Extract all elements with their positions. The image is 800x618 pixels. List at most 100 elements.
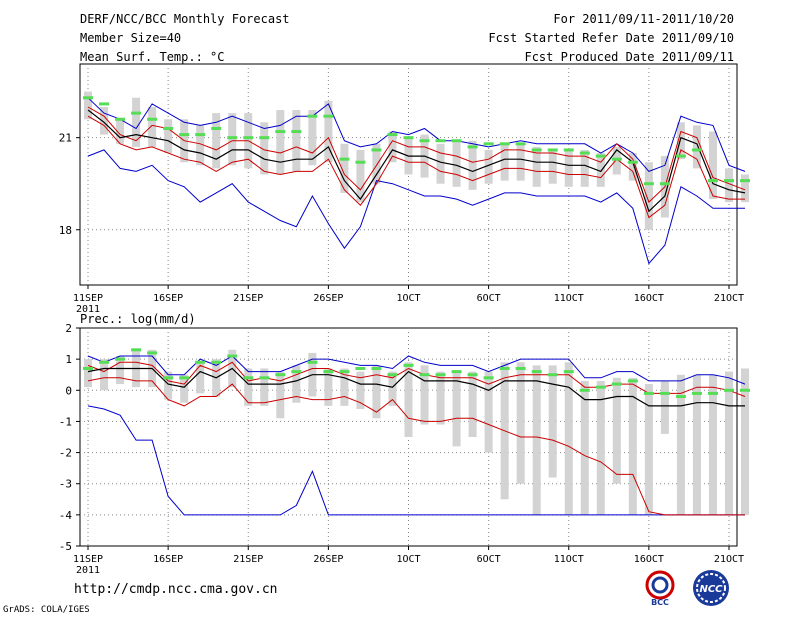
range-box: [244, 368, 253, 406]
y-tick-label: 21: [59, 132, 72, 145]
range-box: [548, 365, 557, 478]
series-line-upper: [87, 106, 746, 203]
x-tick-label: 6OCT: [477, 293, 501, 304]
x-tick-label: 16OCT: [634, 293, 664, 304]
series-line-lower: [87, 115, 745, 219]
range-box: [356, 371, 365, 409]
range-box: [676, 374, 685, 515]
range-box: [724, 371, 733, 515]
range-box: [84, 359, 93, 388]
x-tick-label: 1OCT: [396, 554, 420, 565]
ncc-logo-text: NCC: [699, 584, 723, 595]
range-box: [628, 153, 637, 181]
range-box: [468, 140, 477, 190]
range-box: [324, 368, 333, 406]
range-box: [196, 125, 205, 166]
range-box: [164, 371, 173, 400]
series-line-mean: [87, 109, 746, 213]
range-box: [180, 374, 189, 403]
range-box: [388, 371, 397, 406]
series-line-max: [87, 97, 746, 172]
x-year-label: 2011: [76, 565, 100, 576]
range-box: [292, 365, 301, 403]
range-box: [741, 174, 750, 203]
range-box: [100, 106, 109, 135]
y-tick-label: 18: [59, 224, 72, 237]
range-box: [404, 362, 413, 437]
range-box: [500, 143, 509, 181]
range-box: [580, 380, 589, 515]
range-box: [260, 368, 269, 406]
y-tick-label: 1: [65, 353, 72, 366]
range-box: [372, 143, 381, 184]
bcc-logo-text: BCC: [651, 598, 669, 607]
range-box: [564, 149, 573, 187]
range-box: [708, 131, 717, 200]
range-box: [356, 149, 365, 203]
range-box: [484, 371, 493, 453]
range-box: [308, 110, 317, 166]
x-tick-label: 21SEP: [233, 554, 263, 565]
range-box: [420, 365, 429, 425]
series-line-lower: [87, 377, 745, 516]
range-box: [484, 149, 493, 184]
range-box: [436, 143, 445, 184]
range-box: [340, 368, 349, 406]
forecast-period: For 2011/09/11-2011/10/20: [553, 12, 734, 26]
x-tick-label: 21OCT: [714, 554, 744, 565]
source-url[interactable]: http://cmdp.ncc.cma.gov.cn: [74, 582, 278, 597]
range-box: [164, 119, 173, 154]
x-tick-label: 21SEP: [233, 293, 263, 304]
y-tick-label: -1: [59, 415, 72, 428]
range-box: [692, 125, 701, 169]
range-box: [276, 371, 285, 419]
panel-title: Prec.: log(mm/d): [80, 312, 196, 326]
series-line-mean: [87, 367, 745, 407]
range-box: [292, 110, 301, 172]
range-box: [516, 362, 525, 484]
range-box: [564, 362, 573, 515]
range-box: [532, 146, 541, 187]
y-tick-label: -4: [59, 509, 73, 522]
x-tick-label: 16OCT: [634, 554, 664, 565]
range-box: [516, 143, 525, 181]
x-tick-label: 1OCT: [396, 293, 420, 304]
x-tick-label: 11SEP: [73, 293, 103, 304]
range-box: [276, 110, 285, 175]
range-box: [132, 97, 141, 147]
range-box: [596, 153, 605, 187]
y-tick-label: 2: [65, 322, 72, 335]
chart-title: DERF/NCC/BCC Monthly Forecast: [80, 12, 290, 26]
series-line-min: [87, 149, 745, 265]
range-box: [724, 168, 733, 203]
range-box: [644, 162, 653, 230]
range-box: [324, 100, 333, 163]
y-tick-label: -2: [59, 447, 72, 460]
y-tick-label: -5: [59, 540, 72, 553]
x-tick-label: 26SEP: [313, 293, 343, 304]
range-box: [116, 356, 125, 385]
range-box: [100, 359, 109, 391]
y-tick-label: -3: [59, 478, 72, 491]
range-box: [436, 371, 445, 425]
range-box: [372, 365, 381, 419]
x-tick-label: 11SEP: [73, 554, 103, 565]
x-tick-label: 6OCT: [477, 554, 501, 565]
x-tick-label: 26SEP: [313, 554, 343, 565]
range-box: [628, 377, 637, 515]
range-box: [612, 377, 621, 484]
x-tick-label: 11OCT: [554, 554, 584, 565]
bcc-logo: BCC: [645, 570, 675, 607]
x-year-label: 2011: [76, 304, 100, 315]
x-tick-label: 11OCT: [554, 293, 584, 304]
range-box: [532, 365, 541, 515]
range-box: [340, 143, 349, 193]
grads-credit: GrADS: COLA/IGES: [3, 605, 90, 615]
variable-label: Mean Surf. Temp.: °C: [80, 50, 225, 64]
range-box: [452, 140, 461, 187]
range-box: [692, 374, 701, 515]
range-box: [260, 122, 269, 175]
range-box: [548, 149, 557, 184]
ncc-logo: NCC: [693, 570, 729, 606]
